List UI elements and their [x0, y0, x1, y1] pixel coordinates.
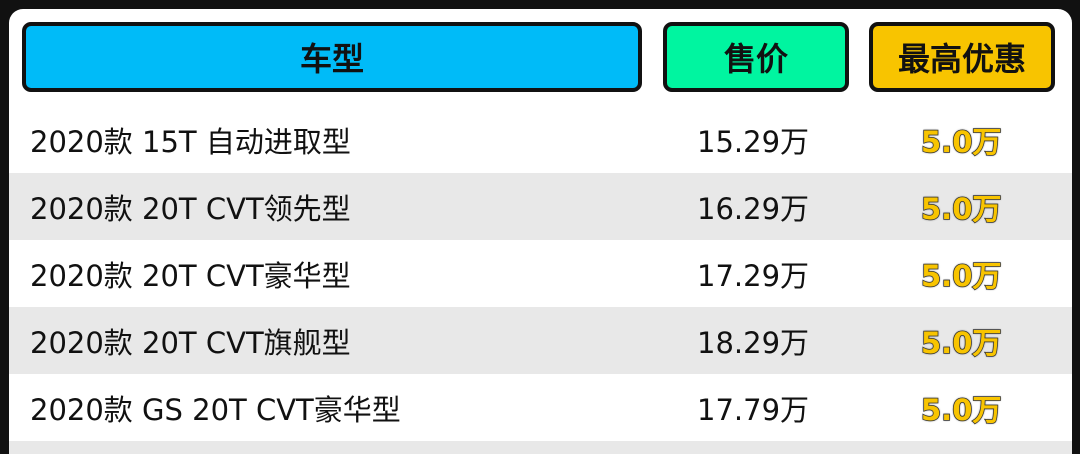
- table-row: 2020款 20T CVT豪华型 17.29万 5.0万: [9, 240, 1072, 307]
- price-cell: 18.29万: [697, 325, 810, 360]
- model-cell: 2020款 20T CVT领先型: [30, 191, 351, 226]
- price-table: 车型 售价 最高优惠 2020款 15T 自动进取型 15.29万 5.0万 2…: [9, 9, 1072, 454]
- discount-cell: 5.0万: [920, 392, 1002, 428]
- table-row: 2020款 GS 20T CVT豪华型 17.79万 5.0万: [9, 374, 1072, 441]
- discount-cell: 5.0万: [920, 325, 1002, 361]
- table-row: 2020款 20T CVT旗舰型 18.29万 5.0万: [9, 307, 1072, 374]
- price-cell: 16.29万: [697, 191, 810, 226]
- model-cell: 2020款 GS 20T CVT豪华型: [30, 392, 401, 427]
- price-cell: 15.29万: [697, 124, 810, 159]
- model-cell: 2020款 15T 自动进取型: [30, 124, 351, 159]
- discount-cell: 5.0万: [920, 191, 1002, 227]
- header-price: 售价: [663, 22, 849, 92]
- table-row: 2020款 15T 自动进取型 15.29万 5.0万: [9, 106, 1072, 173]
- table-row-partial: [9, 441, 1072, 454]
- model-cell: 2020款 20T CVT旗舰型: [30, 325, 351, 360]
- header-model: 车型: [22, 22, 642, 92]
- header-discount: 最高优惠: [869, 22, 1055, 92]
- price-cell: 17.29万: [697, 258, 810, 293]
- price-cell: 17.79万: [697, 392, 810, 427]
- discount-cell: 5.0万: [920, 258, 1002, 294]
- table-row: 2020款 20T CVT领先型 16.29万 5.0万: [9, 173, 1072, 240]
- model-cell: 2020款 20T CVT豪华型: [30, 258, 351, 293]
- discount-cell: 5.0万: [920, 124, 1002, 160]
